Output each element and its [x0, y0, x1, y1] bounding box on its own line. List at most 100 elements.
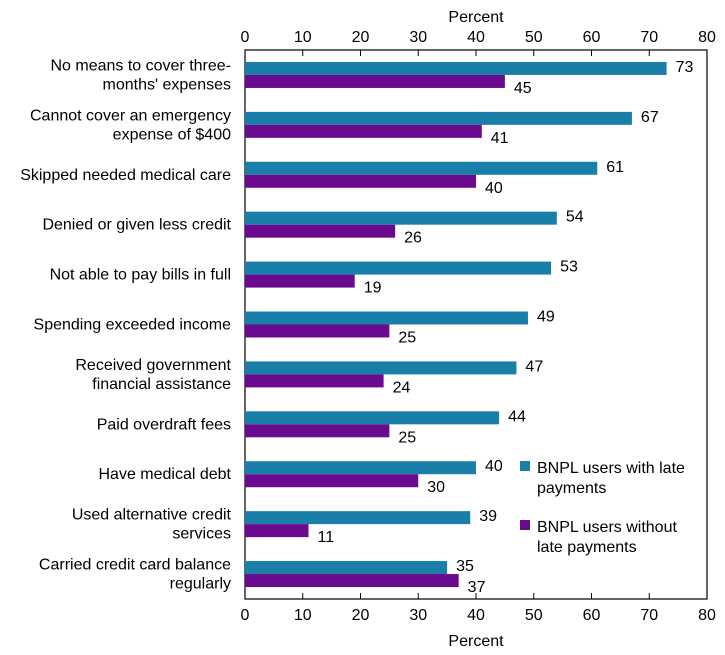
x-tick-label-top: 10: [294, 29, 312, 46]
legend-swatch: [520, 461, 530, 471]
bar-value-label: 44: [508, 408, 526, 425]
x-tick-label-top: 0: [241, 29, 250, 46]
x-tick-label-bottom: 30: [409, 607, 427, 624]
x-tick-label-top: 20: [352, 29, 370, 46]
x-tick-label-top: 70: [640, 29, 658, 46]
bar-value-label: 40: [485, 180, 503, 197]
bar: [245, 61, 667, 75]
category-label: Cannot cover an emergency expense of $400: [30, 107, 231, 143]
bar: [245, 174, 476, 188]
x-tick-label-bottom: 10: [294, 607, 312, 624]
x-tick-label-top: 40: [467, 29, 485, 46]
x-tick-label-bottom: 20: [352, 607, 370, 624]
legend-label: BNPL users with late payments: [537, 460, 685, 497]
legend-swatch: [520, 520, 530, 530]
bar: [245, 411, 500, 425]
bar: [245, 261, 552, 275]
x-tick-label-bottom: 40: [467, 607, 485, 624]
x-tick-label-bottom: 80: [698, 607, 716, 624]
bar-value-label: 47: [525, 358, 543, 375]
bar: [245, 474, 419, 488]
bar: [245, 374, 384, 388]
bar: [245, 161, 598, 175]
x-tick-label-top: 30: [409, 29, 427, 46]
bar-value-label: 67: [641, 109, 659, 126]
bar-value-label: 37: [468, 579, 486, 596]
category-label-line: Used alternative credit: [72, 507, 232, 524]
x-axis-title-top: Percent: [448, 9, 504, 26]
bar-value-label: 61: [606, 159, 624, 176]
bar-value-label: 73: [676, 59, 694, 76]
category-label-line: Paid overdraft fees: [97, 416, 231, 433]
x-tick-label-bottom: 60: [583, 607, 601, 624]
bar: [245, 74, 505, 88]
category-label-line: Cannot cover an emergency: [30, 107, 231, 124]
bar: [245, 324, 390, 338]
bar-value-label: 49: [537, 309, 555, 326]
bar-value-label: 11: [318, 529, 335, 546]
category-label-line: Not able to pay bills in full: [50, 267, 231, 284]
category-label-line: Denied or given less credit: [42, 217, 231, 234]
bar: [245, 574, 459, 588]
bar: [245, 224, 396, 238]
legend-label-line: payments: [537, 480, 606, 497]
axis-ticks: 0 0 10 10 20 20 30 30 40 40 50 50 60 60 70 70 80 80: [241, 29, 716, 624]
bar-value-label: 40: [485, 458, 503, 475]
bars: 73 45 67 41 61 40 54 26 53 19 49 25 47 24 44 25 40 30 39 11…: [245, 59, 693, 596]
category-label-line: Carried credit card balance: [39, 557, 231, 574]
category-label: Carried credit card balance regularly: [39, 557, 231, 593]
bar-value-label: 45: [514, 80, 532, 97]
bar: [245, 461, 476, 475]
bar-value-label: 24: [393, 379, 411, 396]
legend-label-line: BNPL users without: [537, 519, 677, 536]
category-label: Received government financial assistance: [75, 357, 231, 393]
category-label: Used alternative credit services: [72, 507, 232, 543]
x-tick-label-top: 80: [698, 29, 716, 46]
bar: [245, 211, 557, 225]
bar: [245, 111, 632, 125]
category-label: No means to cover three-months' expenses: [50, 57, 231, 93]
category-label: Not able to pay bills in full: [50, 267, 231, 284]
legend-label-line: late payments: [537, 539, 637, 556]
category-label-line: No means to cover three-: [50, 57, 231, 74]
category-label-line: financial assistance: [92, 376, 231, 393]
category-label-line: months' expenses: [103, 76, 231, 93]
bar: [245, 511, 471, 525]
bar-value-label: 19: [364, 280, 382, 297]
category-label: Spending exceeded income: [34, 317, 232, 334]
bar: [245, 124, 482, 138]
category-label: Have medical debt: [98, 466, 231, 483]
category-label-line: regularly: [170, 576, 231, 593]
bar: [245, 361, 517, 375]
legend-label: BNPL users without late payments: [537, 519, 677, 556]
bar-value-label: 30: [427, 479, 445, 496]
bar-value-label: 26: [404, 230, 422, 247]
bar-value-label: 25: [398, 330, 416, 347]
category-label: Denied or given less credit: [42, 217, 231, 234]
x-tick-label-top: 60: [583, 29, 601, 46]
legend-label-line: BNPL users with late: [537, 460, 685, 477]
bar-value-label: 53: [560, 259, 578, 276]
category-label-line: Have medical debt: [98, 466, 231, 483]
bar-value-label: 25: [398, 429, 416, 446]
x-tick-label-bottom: 0: [241, 607, 250, 624]
x-tick-label-bottom: 70: [640, 607, 658, 624]
category-labels: No means to cover three-months' expenses…: [20, 57, 231, 592]
category-label: Skipped needed medical care: [20, 167, 231, 184]
bar: [245, 311, 528, 325]
x-tick-label-bottom: 50: [525, 607, 543, 624]
bar: [245, 424, 390, 438]
bar-value-label: 54: [566, 209, 584, 226]
x-axis-title-bottom: Percent: [448, 633, 504, 650]
x-tick-label-top: 50: [525, 29, 543, 46]
bar: [245, 524, 309, 538]
category-label-line: expense of $400: [113, 126, 231, 143]
bar-value-label: 41: [491, 130, 509, 147]
category-label-line: Received government: [75, 357, 231, 374]
bar: [245, 561, 448, 575]
bar: [245, 274, 355, 288]
category-label-line: Spending exceeded income: [34, 317, 232, 334]
category-label-line: services: [172, 526, 231, 543]
